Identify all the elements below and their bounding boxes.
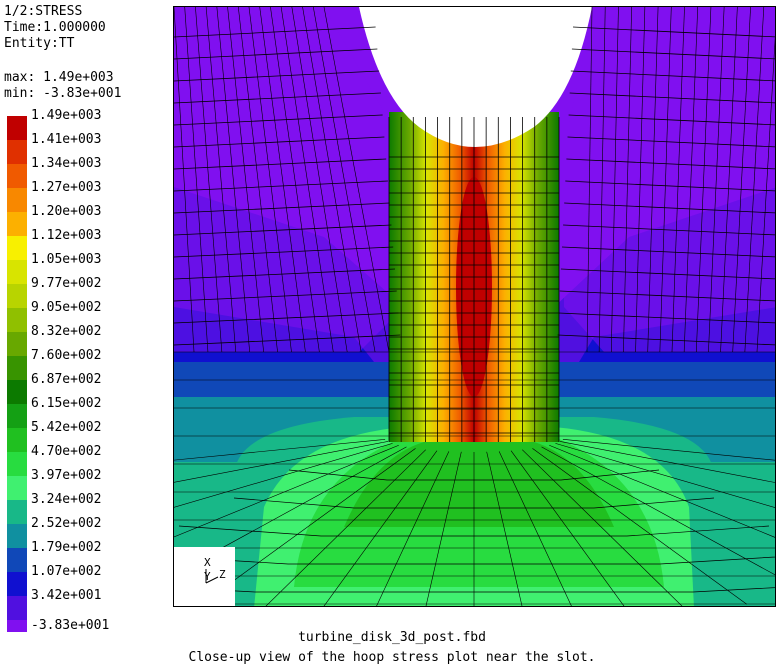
legend-swatch	[7, 476, 27, 500]
legend-swatch	[7, 236, 27, 260]
slot-wall-right	[564, 7, 775, 352]
legend-swatch	[7, 332, 27, 356]
legend-entry: 3.42e+001	[7, 588, 167, 620]
triad-y-label: Y	[204, 570, 211, 583]
legend-entry: 8.32e+002	[7, 324, 167, 356]
legend-label: -3.83e+001	[31, 618, 110, 633]
legend-entry: 1.49e+003	[7, 108, 167, 140]
legend-swatch	[7, 164, 27, 188]
legend-label: 8.32e+002	[31, 324, 102, 339]
legend-entry: 3.97e+002	[7, 468, 167, 500]
legend-swatch	[7, 284, 27, 308]
min-readout: min: -3.83e+001	[4, 86, 122, 101]
stress-plot-viewport[interactable]: X Y Z	[173, 6, 776, 607]
legend-label: 2.52e+002	[31, 516, 102, 531]
triad-x-label: X	[204, 556, 211, 569]
mesh-lines	[174, 7, 775, 606]
legend-entry: 9.05e+002	[7, 300, 167, 332]
slot-opening	[359, 7, 592, 147]
axis-triad: X Y Z	[174, 547, 235, 606]
legend-swatch	[7, 452, 27, 476]
legend-label: 7.60e+002	[31, 348, 102, 363]
legend-label: 6.87e+002	[31, 372, 102, 387]
legend-entry: 1.27e+003	[7, 180, 167, 212]
legend-entry: 6.15e+002	[7, 396, 167, 428]
legend-swatch	[7, 572, 27, 596]
legend-swatch	[7, 308, 27, 332]
legend-label: 1.41e+003	[31, 132, 102, 147]
legend-entry: 1.34e+003	[7, 156, 167, 188]
legend-label: 1.20e+003	[31, 204, 102, 219]
legend-swatch	[7, 404, 27, 428]
legend-label: 9.77e+002	[31, 276, 102, 291]
legend-entry: 1.79e+002	[7, 540, 167, 572]
entity-readout: Entity:TT	[4, 36, 75, 51]
legend-label: 1.27e+003	[31, 180, 102, 195]
legend-label: 1.34e+003	[31, 156, 102, 171]
legend-label: 6.15e+002	[31, 396, 102, 411]
legend-entry: 4.70e+002	[7, 444, 167, 476]
legend-entry: 1.12e+003	[7, 228, 167, 260]
legend-swatch	[7, 260, 27, 284]
triad-icon	[205, 569, 219, 584]
legend-swatch	[7, 524, 27, 548]
legend-entry: 5.42e+002	[7, 420, 167, 452]
legend-entry: 1.07e+002	[7, 564, 167, 596]
file-name: turbine_disk_3d_post.fbd	[298, 630, 486, 645]
triad-z-label: Z	[219, 568, 226, 581]
legend-entry: 6.87e+002	[7, 372, 167, 404]
legend-swatch	[7, 596, 27, 620]
legend-swatch	[7, 356, 27, 380]
legend-label: 4.70e+002	[31, 444, 102, 459]
legend-entry: 9.77e+002	[7, 276, 167, 308]
legend-label: 3.97e+002	[31, 468, 102, 483]
legend-swatch	[7, 212, 27, 236]
legend-swatch	[7, 500, 27, 524]
legend-swatch	[7, 188, 27, 212]
legend-label: 3.42e+001	[31, 588, 102, 603]
fem-contour-plot[interactable]	[174, 7, 776, 607]
legend-swatch	[7, 548, 27, 572]
max-readout: max: 1.49e+003	[4, 70, 114, 85]
legend-swatch	[7, 116, 27, 140]
legend-label: 1.07e+002	[31, 564, 102, 579]
legend-entry: 1.41e+003	[7, 132, 167, 164]
plot-caption: Close-up view of the hoop stress plot ne…	[188, 650, 596, 665]
time-readout: Time:1.000000	[4, 20, 106, 35]
legend-swatch	[7, 380, 27, 404]
legend-label: 1.79e+002	[31, 540, 102, 555]
legend-swatch	[7, 140, 27, 164]
legend-entry: 2.52e+002	[7, 516, 167, 548]
legend-label: 1.49e+003	[31, 108, 102, 123]
legend-entry: -3.83e+001	[7, 618, 167, 644]
legend-label: 1.12e+003	[31, 228, 102, 243]
legend-entry: 1.20e+003	[7, 204, 167, 236]
legend-entry: 7.60e+002	[7, 348, 167, 380]
legend-swatch	[7, 620, 27, 632]
legend-swatch	[7, 428, 27, 452]
legend-label: 3.24e+002	[31, 492, 102, 507]
legend-entry: 1.05e+003	[7, 252, 167, 284]
legend-label: 1.05e+003	[31, 252, 102, 267]
stress-title: 1/2:STRESS	[4, 4, 83, 19]
legend-label: 5.42e+002	[31, 420, 102, 435]
legend-entry: 3.24e+002	[7, 492, 167, 524]
legend-label: 9.05e+002	[31, 300, 102, 315]
